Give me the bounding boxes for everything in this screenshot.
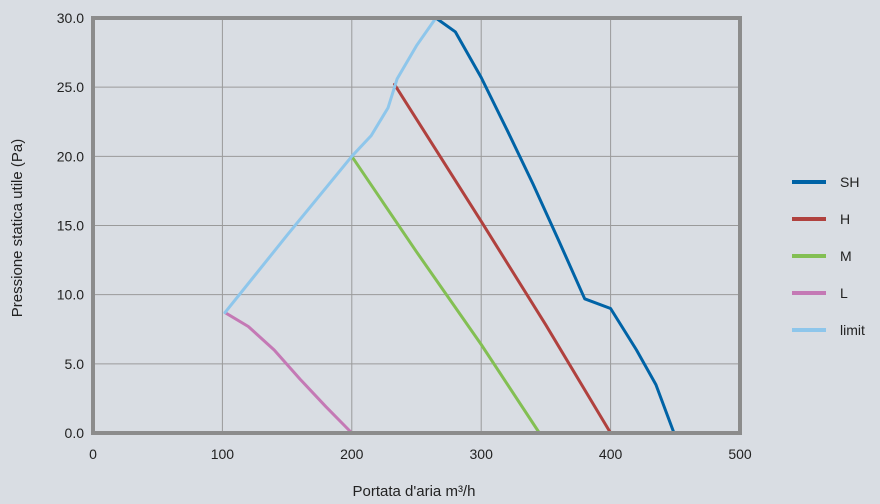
y-tick-label: 15.0 xyxy=(57,218,84,234)
legend-label-limit: limit xyxy=(840,322,865,338)
y-tick-label: 30.0 xyxy=(57,10,84,26)
series-line-L xyxy=(223,311,354,435)
y-tick-label: 10.0 xyxy=(57,287,84,303)
series-line-M xyxy=(350,154,541,435)
legend-label-M: M xyxy=(840,248,852,264)
y-tick-label: 20.0 xyxy=(57,148,84,164)
x-tick-label: 500 xyxy=(728,446,752,462)
plot-frame xyxy=(91,16,742,435)
x-tick-label: 400 xyxy=(599,446,623,462)
x-tick-label: 200 xyxy=(340,446,364,462)
legend-label-H: H xyxy=(840,211,850,227)
x-axis-label: Portata d'aria m³/h xyxy=(353,483,476,500)
plot-area: 0 100 200 300 400 500 0.0 5.0 10.0 15.0 20.0 25.0 30… xyxy=(57,10,752,462)
y-tick-label: 25.0 xyxy=(57,79,84,95)
y-tick-label: 5.0 xyxy=(65,356,85,372)
series-line-H xyxy=(393,82,613,435)
legend-label-L: L xyxy=(840,285,848,301)
x-tick-label: 100 xyxy=(211,446,235,462)
y-axis-label: Pressione statica utile (Pa) xyxy=(9,139,26,317)
y-tick-label: 0.0 xyxy=(65,425,85,441)
x-tick-label: 0 xyxy=(89,446,97,462)
x-tick-label: 300 xyxy=(470,446,494,462)
series-line-SH xyxy=(434,16,676,435)
legend-label-SH: SH xyxy=(840,174,859,190)
series-line-limit xyxy=(223,16,438,315)
